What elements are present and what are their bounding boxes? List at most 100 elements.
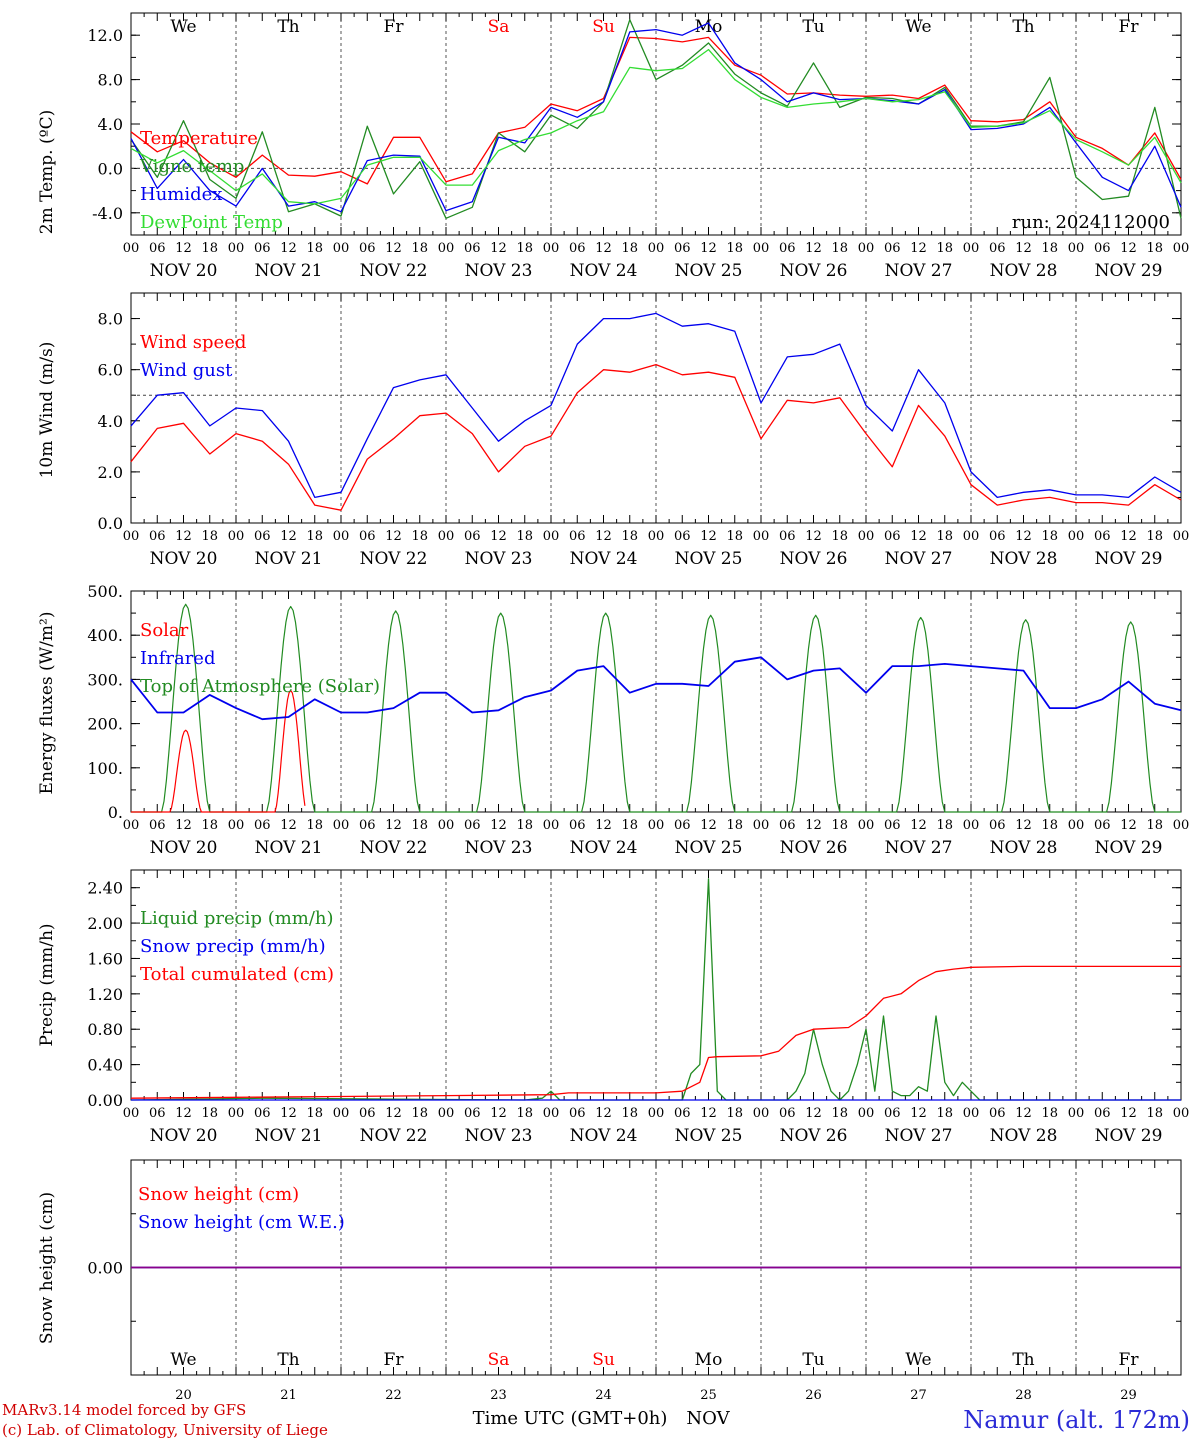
panel-1-hour-label: 18	[516, 529, 533, 544]
panel-1-hour-label: 12	[385, 529, 402, 544]
day-number-label: 22	[385, 1388, 402, 1403]
panel-0-hour-label: 12	[1120, 241, 1137, 256]
panel-0-hour-label: 18	[411, 241, 428, 256]
panel-3-hour-label: 00	[858, 1106, 875, 1121]
panel-3-date-label: NOV 22	[360, 1126, 428, 1146]
panel-2-hour-label: 12	[1015, 818, 1032, 833]
panel-3-date-label: NOV 24	[570, 1126, 638, 1146]
panel-0-hour-label: 12	[910, 241, 927, 256]
panel-1-ylabel: 10m Wind (m/s)	[37, 342, 57, 479]
panel-2-hour-label: 00	[753, 818, 770, 833]
panel-2-hour-label: 12	[490, 818, 507, 833]
panel-1-date-label: NOV 26	[780, 549, 848, 569]
panel-3-hour-label: 06	[149, 1106, 166, 1121]
panel-1-legend-0: Wind speed	[140, 332, 246, 353]
panel-0-hour-label: 18	[621, 241, 638, 256]
month-label: NOV	[686, 1408, 730, 1429]
panel-0-hour-label: 00	[1173, 241, 1190, 256]
panel-1-hour-label: 18	[411, 529, 428, 544]
panel-0-hour-label: 00	[963, 241, 980, 256]
panel-2-hour-label: 18	[1041, 818, 1058, 833]
panel-0-hour-label: 06	[464, 241, 481, 256]
panel-1-hour-label: 12	[805, 529, 822, 544]
panel-3-ytick-label: 0.40	[87, 1056, 123, 1075]
panel-0-date-label: NOV 26	[780, 261, 848, 281]
panel-1-hour-label: 00	[648, 529, 665, 544]
panel-1-hour-label: 06	[884, 529, 901, 544]
panel-2-hour-label: 18	[1146, 818, 1163, 833]
panel-0-hour-label: 12	[805, 241, 822, 256]
panel-2-ytick-label: 100.	[87, 759, 123, 778]
panel-4-legend-1: Snow height (cm W.E.)	[138, 1212, 345, 1233]
panel-2-ytick-label: 400.	[87, 626, 123, 645]
panel-2-hour-label: 12	[805, 818, 822, 833]
panel-2-hour-label: 18	[306, 818, 323, 833]
day-number-label: 28	[1015, 1388, 1032, 1403]
panel-0-weekday-label: Sa	[488, 17, 510, 37]
panel-3-ylabel: Precip (mm/h)	[37, 923, 57, 1046]
panel-4-weekday-label: Fr	[384, 1350, 405, 1370]
panel-2-date-label: NOV 29	[1095, 838, 1163, 858]
panel-1-hour-label: 06	[1094, 529, 1111, 544]
panel-2-date-label: NOV 25	[675, 838, 743, 858]
panel-4-weekday-label: Su	[592, 1350, 615, 1370]
panel-3-hour-label: 06	[359, 1106, 376, 1121]
panel-1-hour-label: 12	[1120, 529, 1137, 544]
panel-2-hour-label: 00	[228, 818, 245, 833]
panel-0-hour-label: 00	[333, 241, 350, 256]
panel-0-legend-1: Vigne temp	[139, 156, 244, 177]
day-number-label: 23	[490, 1388, 507, 1403]
panel-1-hour-label: 00	[438, 529, 455, 544]
panel-3-hour-label: 18	[1041, 1106, 1058, 1121]
panel-0-hour-label: 00	[648, 241, 665, 256]
panel-0-hour-label: 06	[254, 241, 271, 256]
panel-3-hour-label: 18	[726, 1106, 743, 1121]
panel-0-date-label: NOV 25	[675, 261, 743, 281]
panel-3-date-label: NOV 26	[780, 1126, 848, 1146]
panel-2-legend-0: Solar	[140, 620, 189, 641]
panel-0-date-label: NOV 28	[990, 261, 1058, 281]
panel-2-hour-label: 06	[779, 818, 796, 833]
panel-2-date-label: NOV 28	[990, 838, 1058, 858]
panel-0-date-label: NOV 23	[465, 261, 533, 281]
panel-3-date-label: NOV 25	[675, 1126, 743, 1146]
panel-3-hour-label: 12	[1120, 1106, 1137, 1121]
station-label: Namur (alt. 172m)	[963, 1406, 1190, 1434]
panel-2-hour-label: 12	[175, 818, 192, 833]
panel-2-hour-label: 06	[674, 818, 691, 833]
panel-3-hour-label: 06	[779, 1106, 796, 1121]
panel-0-hour-label: 06	[359, 241, 376, 256]
panel-0-weekday-label: Fr	[384, 17, 405, 37]
panel-0-hour-label: 12	[595, 241, 612, 256]
panel-1-hour-label: 18	[726, 529, 743, 544]
panel-0-hour-label: 12	[385, 241, 402, 256]
panel-1-hour-label: 18	[831, 529, 848, 544]
panel-2-hour-label: 12	[700, 818, 717, 833]
panel-1-hour-label: 12	[910, 529, 927, 544]
panel-3-ytick-label: 2.40	[87, 879, 123, 898]
panel-0-hour-label: 00	[543, 241, 560, 256]
panel-0-date-label: NOV 20	[150, 261, 218, 281]
panel-0-hour-label: 00	[123, 241, 140, 256]
panel-1-hour-label: 06	[779, 529, 796, 544]
day-number-label: 20	[175, 1388, 192, 1403]
panel-2-hour-label: 00	[333, 818, 350, 833]
panel-3-ytick-label: 2.00	[87, 914, 123, 933]
panels-group: 12.0 8.0 4.0 0.0 -4.0 2m Temp. (ºC) 00 06 12 18 00…	[37, 12, 1190, 1403]
panel-2-hour-label: 18	[831, 818, 848, 833]
day-number-label: 25	[700, 1388, 717, 1403]
panel-2-date-label: NOV 24	[570, 838, 638, 858]
panel-0-legend-3: DewPoint Temp	[140, 212, 283, 233]
panel-0-ylabel: 2m Temp. (ºC)	[37, 110, 57, 235]
panel-0-hour-label: 18	[1146, 241, 1163, 256]
panel-4-weekday-label: Mo	[695, 1350, 723, 1370]
panel-0-weekday-label: Th	[277, 17, 299, 37]
panel-0-hour-label: 12	[175, 241, 192, 256]
panel-4-weekday-label: We	[905, 1350, 931, 1370]
panel-0-hour-label: 12	[700, 241, 717, 256]
panel-1-hour-label: 18	[306, 529, 323, 544]
panel-0-hour-label: 18	[936, 241, 953, 256]
panel-2-hour-label: 00	[123, 818, 140, 833]
panel-1-date-label: NOV 25	[675, 549, 743, 569]
